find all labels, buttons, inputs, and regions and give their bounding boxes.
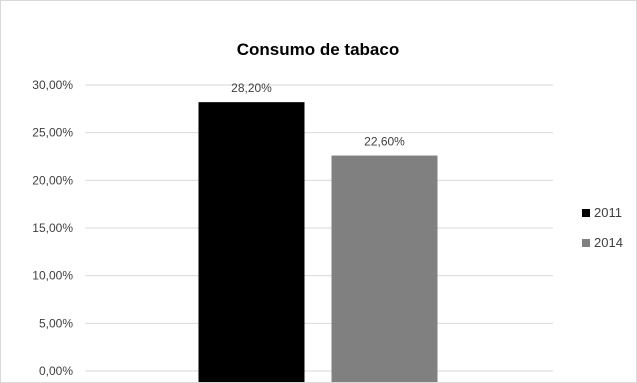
data-label-2014: 22,60% [364, 135, 405, 149]
data-labels: 28,20% 22,60% [231, 81, 405, 148]
data-label-2011: 28,20% [231, 81, 272, 95]
y-tick-label: 0,00% [39, 364, 73, 378]
y-tick-label: 5,00% [39, 316, 73, 330]
gridlines [85, 84, 553, 372]
legend: 2011 2014 [582, 205, 623, 250]
legend-label-2014: 2014 [594, 235, 623, 250]
legend-label-2011: 2011 [594, 205, 622, 220]
chart-title: Consumo de tabaco [237, 40, 399, 59]
legend-swatch-2011 [582, 209, 590, 217]
bar-2014 [331, 155, 438, 382]
y-tick-label: 10,00% [32, 269, 73, 283]
legend-swatch-2014 [582, 239, 590, 247]
bars [198, 102, 438, 382]
bar-2011 [198, 102, 305, 382]
y-tick-label: 20,00% [32, 173, 73, 187]
y-axis-tick-labels: 0,00% 5,00% 10,00% 15,00% 20,00% 25,00% 30,00% [32, 78, 73, 378]
y-tick-label: 30,00% [32, 78, 73, 92]
y-tick-label: 15,00% [32, 221, 73, 235]
y-tick-label: 25,00% [32, 126, 73, 140]
